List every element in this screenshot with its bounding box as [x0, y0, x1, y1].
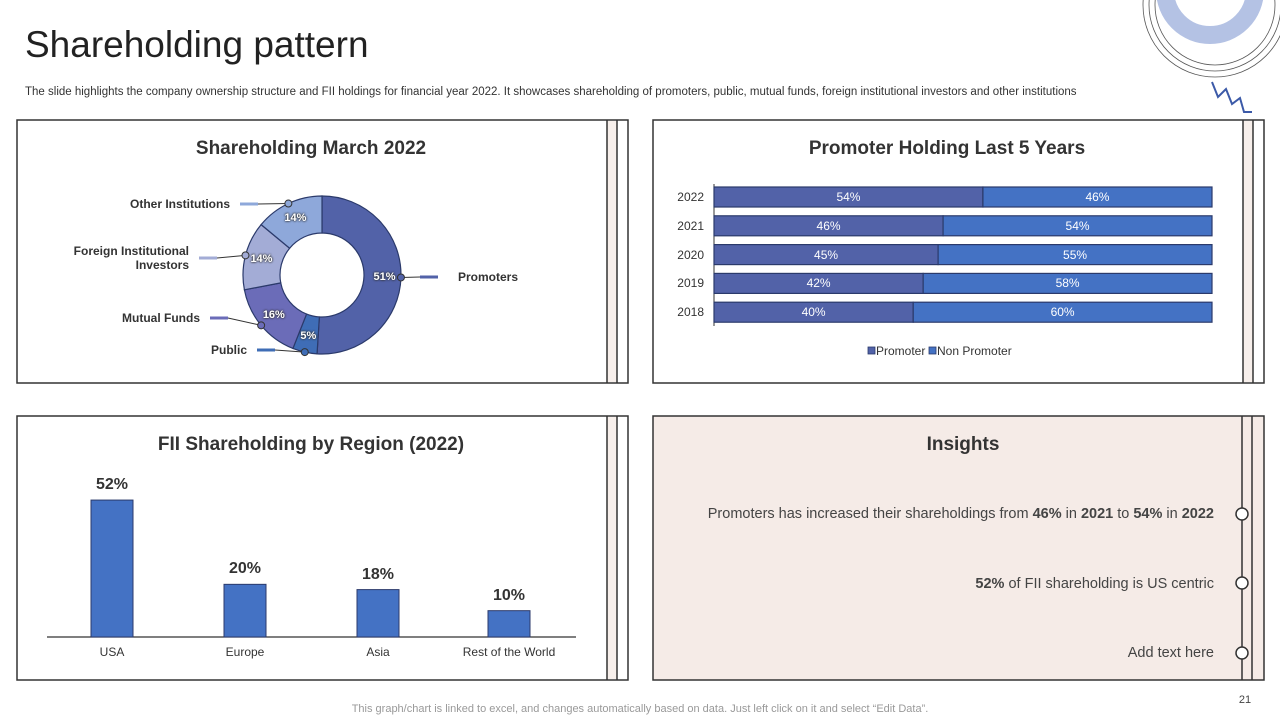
- insight-text: 52%: [975, 576, 1005, 592]
- bar: [90, 499, 134, 638]
- insight-item: Promoters has increased their shareholdi…: [708, 506, 1214, 522]
- slice-label: 14%: [250, 253, 273, 266]
- bar-label: 18%: [361, 565, 395, 583]
- chart-title: Promoter Holding Last 5 Years: [808, 138, 1086, 159]
- leader-dot: [396, 273, 405, 282]
- insight-text: 2022: [1181, 506, 1214, 522]
- legend-swatch: [867, 346, 876, 355]
- bar: [356, 589, 400, 638]
- leader-dot: [257, 321, 266, 330]
- leader-line: [216, 254, 246, 259]
- footer-note: This graph/chart is linked to excel, and…: [351, 703, 929, 715]
- leader-line: [227, 317, 262, 326]
- x-tick-label: Rest of the World: [462, 645, 556, 659]
- bar: [487, 610, 531, 638]
- insight-text: Promoters has increased their shareholdi…: [707, 506, 1033, 522]
- slide-subtitle: The slide highlights the company ownersh…: [25, 86, 1077, 98]
- bar-segment: [937, 244, 1213, 266]
- chart-title: FII Shareholding by Region (2022): [157, 434, 465, 455]
- bar-label: 54%: [836, 190, 861, 204]
- x-tick-label: Asia: [366, 645, 390, 659]
- legend-label: Promoter: [876, 344, 926, 358]
- leader-dot: [241, 251, 250, 260]
- insight-item: Add text here: [1128, 645, 1214, 661]
- bar-label: 52%: [95, 476, 129, 494]
- bar-label: 40%: [801, 305, 826, 320]
- insight-text: 2021: [1080, 506, 1114, 522]
- chart-title: Shareholding March 2022: [195, 138, 427, 159]
- y-tick-label: 2021: [677, 218, 704, 233]
- leader-line: [274, 349, 305, 353]
- decoration: [1142, 0, 1280, 113]
- insight-item: 52% of FII shareholding is US centric: [975, 576, 1214, 592]
- insight-text: 46%: [1032, 506, 1062, 522]
- insights-title: Insights: [926, 434, 1000, 455]
- page-number: 21: [1238, 694, 1252, 706]
- bar-label: 42%: [806, 276, 831, 291]
- slice-label: 16%: [262, 308, 285, 321]
- slice-label: 5%: [300, 329, 317, 342]
- legend-label: Non Promoter: [937, 344, 1012, 358]
- slice-category: Public: [210, 343, 247, 357]
- bar-label: 10%: [492, 586, 526, 604]
- bar-label: 46%: [816, 218, 841, 233]
- insight-text: in: [1061, 506, 1081, 522]
- slice-category: Promoters: [458, 270, 519, 284]
- bar-label: 58%: [1055, 276, 1080, 291]
- slide-title: Shareholding pattern: [25, 24, 369, 65]
- slice-category: Other Institutions: [130, 197, 230, 211]
- y-tick-label: 2018: [677, 305, 704, 320]
- x-tick-label: Europe: [225, 645, 265, 659]
- leader-dot: [284, 199, 293, 208]
- leader-dot: [300, 348, 309, 357]
- insight-text: Add text here: [1127, 645, 1214, 661]
- y-tick-label: 2022: [677, 190, 704, 204]
- bar-label: 20%: [228, 560, 262, 578]
- insight-text: to: [1113, 506, 1134, 522]
- insight-text: 54%: [1133, 506, 1163, 522]
- legend-swatch: [928, 346, 937, 355]
- bar-label: 55%: [1063, 247, 1088, 262]
- bar-segment: [982, 186, 1213, 208]
- x-tick-label: USA: [99, 645, 125, 659]
- y-tick-label: 2020: [677, 247, 704, 262]
- bar-segment: [922, 272, 1213, 294]
- insight-text: of FII shareholding is US centric: [1004, 576, 1214, 592]
- bar-label: 46%: [1085, 190, 1110, 204]
- bar-label: 45%: [814, 247, 839, 262]
- donut-slice: [260, 195, 323, 250]
- slice-label: 14%: [284, 212, 307, 225]
- insight-text: in: [1162, 506, 1182, 522]
- bar: [223, 583, 267, 638]
- slice-category: Mutual Funds: [122, 311, 200, 325]
- bar-label: 60%: [1050, 305, 1075, 320]
- bar-segment: [942, 215, 1213, 237]
- slice-category: Foreign Institutional Investors: [73, 244, 189, 272]
- slice-label: 51%: [373, 270, 396, 283]
- bar-label: 54%: [1065, 218, 1090, 233]
- donut-slice: [316, 195, 402, 355]
- y-tick-label: 2019: [677, 276, 704, 291]
- bar-segment: [912, 301, 1213, 323]
